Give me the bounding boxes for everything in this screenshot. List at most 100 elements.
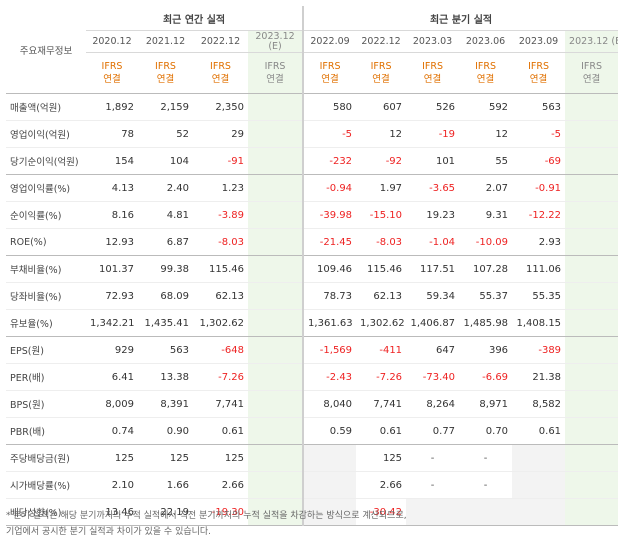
annual-value-cell: 99.38 xyxy=(138,255,193,283)
table-row: 주당배당금(원) 125 125 125 125- - xyxy=(6,444,619,472)
quarter-value-cell xyxy=(302,471,357,499)
estimate-mark: (E) xyxy=(268,40,282,52)
annual-value-cell: 563 xyxy=(138,336,193,364)
quarter-value-cell: 647 xyxy=(406,336,460,364)
ifrs-label: IFRS xyxy=(422,61,443,72)
annual-value-cell: 929 xyxy=(86,336,138,364)
quarter-value-cell: 109.46 xyxy=(302,255,357,283)
annual-value-cell: -19.30 xyxy=(193,498,248,526)
quarter-value-cell: 396 xyxy=(459,336,513,364)
row-label: 매출액(억원) xyxy=(6,93,86,121)
annual-value-cell xyxy=(248,255,304,283)
ifrs-label: IFRS xyxy=(581,61,602,72)
quarter-value-cell: 1,406.87 xyxy=(406,309,460,337)
quarter-value-cell xyxy=(565,336,619,364)
quarter-value-cell: 1,361.63 xyxy=(302,309,357,337)
quarter-value-cell: -1.04 xyxy=(406,228,460,256)
quarter-value-cell: -30.42 xyxy=(356,498,407,526)
row-label: 시가배당률(%) xyxy=(6,471,86,499)
quarter-value-cell xyxy=(565,498,619,526)
quarter-value-cell: 592 xyxy=(459,93,513,121)
quarter-value-cell: 0.70 xyxy=(459,417,513,445)
consolidated-label: 연결 xyxy=(156,74,175,85)
quarter-period-header: 2022.12 xyxy=(356,30,407,53)
footnote: * 분기 실적은 해당 분기까지의 누적 실적에서 직전 분기까지의 누적 실적… xyxy=(6,508,616,540)
quarter-value-cell: 117.51 xyxy=(406,255,460,283)
annual-value-cell xyxy=(248,93,304,121)
consolidated-label: 연결 xyxy=(266,74,284,85)
quarter-value-cell: - xyxy=(459,444,513,472)
quarter-value-cell: - xyxy=(406,444,460,472)
ifrs-label: IFRS xyxy=(370,61,392,72)
quarter-value-cell: -10.09 xyxy=(459,228,513,256)
row-label: PER(배) xyxy=(6,363,86,391)
annual-value-cell: 0.61 xyxy=(193,417,248,445)
annual-value-cell xyxy=(248,174,304,202)
ifrs-consolidated-badge: IFRS 연결 xyxy=(193,52,248,94)
quarter-value-cell: 563 xyxy=(512,93,566,121)
quarter-value-cell: 55 xyxy=(459,147,513,175)
annual-value-cell: 115.46 xyxy=(193,255,248,283)
row-label: ROE(%) xyxy=(6,228,86,256)
annual-value-cell xyxy=(248,336,304,364)
quarter-value-cell: -21.45 xyxy=(302,228,357,256)
table-row: EPS(원) 929 563 -648 -1,569 -411 647 396 -389 xyxy=(6,336,619,364)
quarter-value-cell: -389 xyxy=(512,336,566,364)
annual-value-cell: 8.16 xyxy=(86,201,138,229)
annual-period-header: 2023.12 (E) xyxy=(248,30,304,53)
annual-value-cell: 6.41 xyxy=(86,363,138,391)
consolidated-label: 연결 xyxy=(321,74,339,85)
quarter-value-cell: -12.22 xyxy=(512,201,566,229)
annual-value-cell: 0.74 xyxy=(86,417,138,445)
quarter-value-cell xyxy=(565,147,619,175)
quarter-value-cell: -0.91 xyxy=(512,174,566,202)
annual-period-header: 2021.12 xyxy=(138,30,193,53)
row-label: 영업이익률(%) xyxy=(6,174,86,202)
quarter-value-cell xyxy=(565,471,619,499)
annual-value-cell: 7,741 xyxy=(193,390,248,418)
quarter-value-cell: -3.65 xyxy=(406,174,460,202)
annual-value-cell: 2,159 xyxy=(138,93,193,121)
quarter-value-cell: 8,264 xyxy=(406,390,460,418)
quarter-value-cell: -7.26 xyxy=(356,363,407,391)
annual-value-cell xyxy=(248,309,304,337)
ifrs-consolidated-badge: IFRS 연결 xyxy=(406,52,460,94)
quarter-value-cell xyxy=(565,282,619,310)
ifrs-label: IFRS xyxy=(264,61,286,72)
quarter-value-cell: -15.10 xyxy=(356,201,407,229)
estimate-mark: (E) xyxy=(611,36,618,47)
annual-value-cell: 62.13 xyxy=(193,282,248,310)
quarter-value-cell: 101 xyxy=(406,147,460,175)
consolidated-label: 연결 xyxy=(372,74,390,85)
header-row-groups: 주요재무정보 최근 연간 실적 최근 분기 실적 xyxy=(6,6,619,94)
quarter-value-cell: -5 xyxy=(512,120,566,148)
row-label: 당기순이익(억원) xyxy=(6,147,86,175)
annual-value-cell: 13.38 xyxy=(138,363,193,391)
quarter-value-cell: -5 xyxy=(302,120,357,148)
quarter-value-cell: 19.23 xyxy=(406,201,460,229)
quarter-value-cell: 0.77 xyxy=(406,417,460,445)
annual-value-cell: 2,350 xyxy=(193,93,248,121)
quarter-value-cell: -232 xyxy=(302,147,357,175)
ifrs-consolidated-badge: IFRS 연결 xyxy=(302,52,357,94)
footnote-line: * 분기 실적은 해당 분기까지의 누적 실적에서 직전 분기까지의 누적 실적… xyxy=(6,511,407,521)
annual-value-cell: 68.09 xyxy=(138,282,193,310)
table-row: 영업이익(억원) 78 52 29 -5 12 -19 12 -5 xyxy=(6,120,619,148)
quarter-value-cell: 580 xyxy=(302,93,357,121)
ifrs-consolidated-badge: IFRS 연결 xyxy=(86,52,138,94)
annual-value-cell: 6.87 xyxy=(138,228,193,256)
annual-value-cell xyxy=(248,120,304,148)
table-row: 배당성향(%) 13.46 22.19 -19.30 -30.42 xyxy=(6,498,619,526)
row-label: 영업이익(억원) xyxy=(6,120,86,148)
quarter-value-cell xyxy=(565,309,619,337)
quarter-value-cell: 1,302.62 xyxy=(356,309,407,337)
annual-value-cell: 1.23 xyxy=(193,174,248,202)
ifrs-consolidated-badge: IFRS 연결 xyxy=(138,52,193,94)
table-row: BPS(원) 8,009 8,391 7,741 8,040 7,741 8,264 8,97… xyxy=(6,390,619,418)
quarter-value-cell: -8.03 xyxy=(356,228,407,256)
table-row: 당좌비율(%) 72.93 68.09 62.13 78.73 62.13 59.34 55.… xyxy=(6,282,619,310)
quarter-value-cell: 0.61 xyxy=(356,417,407,445)
quarter-value-cell: -411 xyxy=(356,336,407,364)
consolidated-label: 연결 xyxy=(582,74,601,85)
quarter-value-cell: 0.59 xyxy=(302,417,357,445)
